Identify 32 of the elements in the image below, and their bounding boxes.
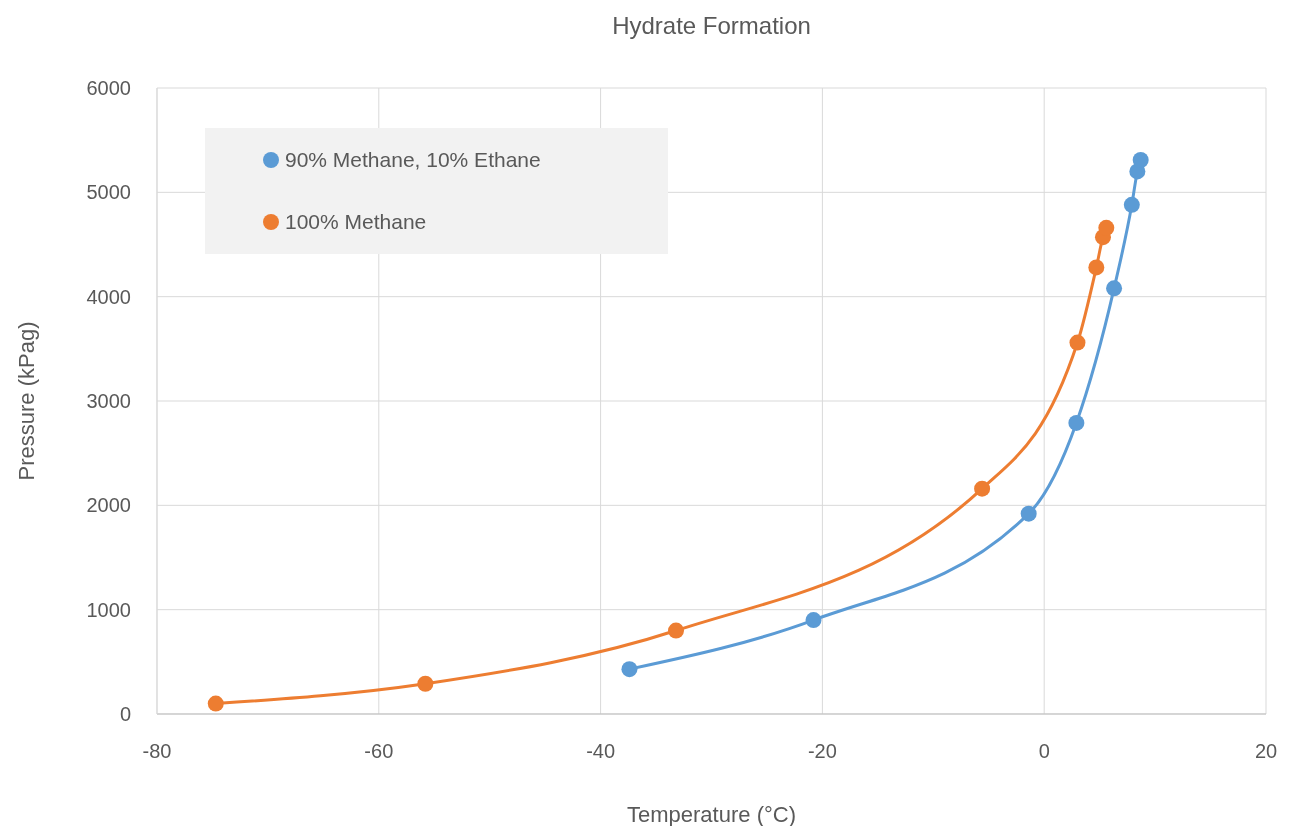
x-tick-label: -80 (142, 740, 172, 762)
point (1098, 219, 1115, 236)
y-axis-title: Pressure (kPag) (14, 321, 39, 481)
legend-label: 100% Methane (285, 210, 427, 233)
x-tick-label: -60 (364, 740, 394, 762)
legend-label: 90% Methane, 10% Ethane (285, 148, 541, 171)
chart-title: Hydrate Formation (612, 12, 811, 39)
x-tick-label: -40 (586, 740, 616, 762)
point (1132, 151, 1149, 168)
point (417, 675, 434, 692)
y-tick-label: 6000 (86, 77, 131, 99)
y-tick-label: 0 (119, 703, 131, 725)
point (1068, 414, 1085, 431)
x-tick-label: -20 (807, 740, 837, 762)
point (1106, 280, 1123, 297)
y-tick-label: 4000 (86, 285, 131, 308)
point (974, 480, 991, 497)
x-axis-title: Temperature (°C) (627, 802, 796, 826)
point (668, 622, 685, 639)
y-tick-label: 2000 (86, 494, 131, 517)
x-tick-label: 20 (1254, 740, 1278, 762)
x-tick-label: 0 (1038, 740, 1050, 762)
point (1123, 196, 1140, 213)
point (621, 661, 638, 678)
y-tick-label: 3000 (86, 390, 131, 412)
y-tick-label: 1000 (86, 598, 131, 621)
point (1020, 505, 1037, 522)
y-tick-label: 5000 (86, 181, 131, 204)
point (1088, 259, 1105, 276)
point (207, 695, 224, 712)
point (1069, 334, 1086, 351)
point (805, 612, 822, 629)
